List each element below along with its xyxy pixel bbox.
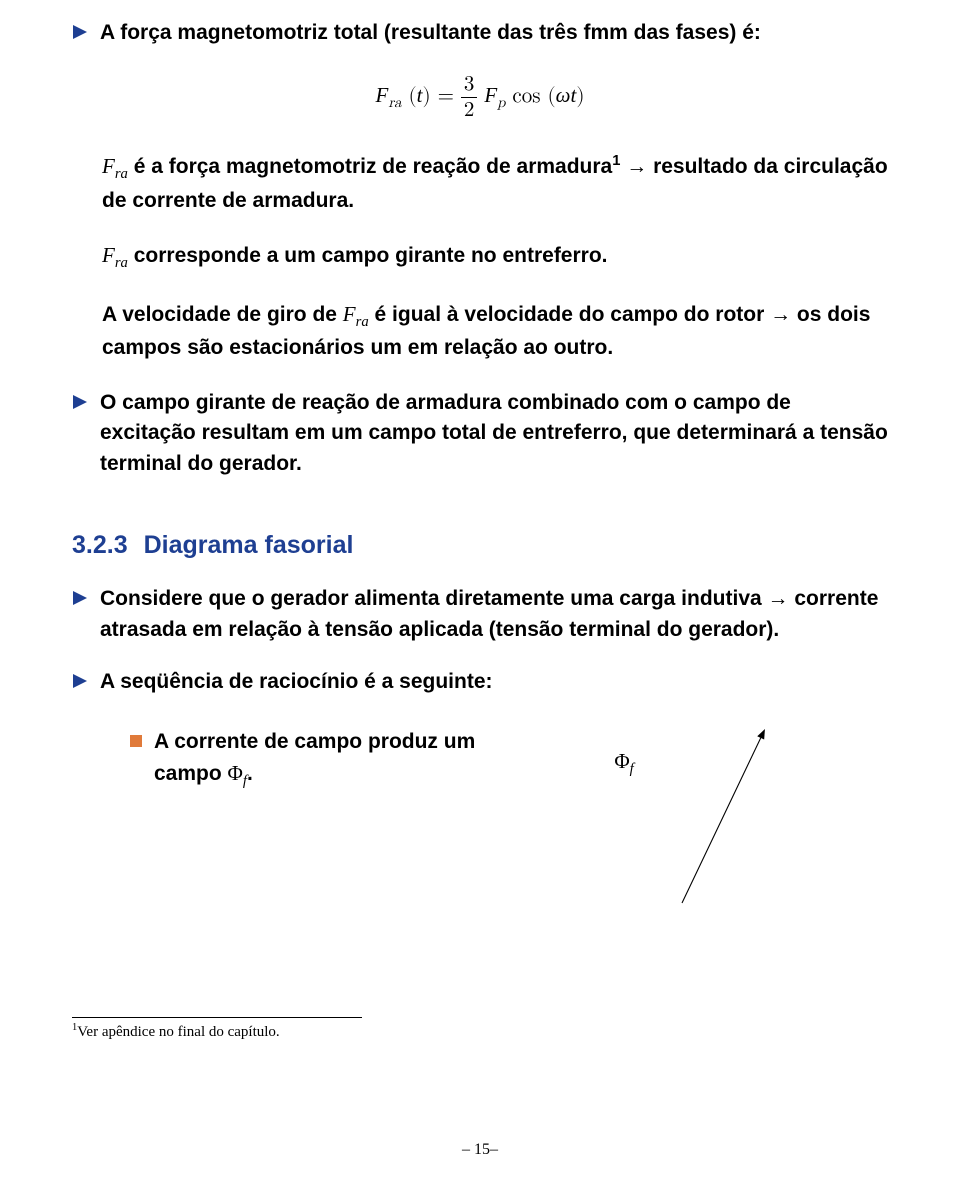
square-bullet-item: A corrente de campo produz um campo Φf.: [130, 727, 496, 792]
symbol-fra: Fra: [102, 154, 128, 178]
phasor-diagram: Φf: [496, 727, 888, 907]
bullet-text-2: O campo girante de reação de armadura co…: [100, 388, 888, 479]
bullet-text-1: A força magnetomotriz total (resultante …: [100, 18, 761, 48]
section-title: Diagrama fasorial: [144, 531, 354, 559]
triangle-bullet-icon: [72, 590, 88, 606]
bullet-text-3: Considere que o gerador alimenta diretam…: [100, 584, 888, 645]
two-column-row: A corrente de campo produz um campo Φf. …: [72, 727, 888, 907]
footnote: 1Ver apêndice no final do capítulo.: [72, 1022, 888, 1041]
indented-para-1: Fra é a força magnetomotriz de reação de…: [72, 151, 888, 216]
triangle-bullet-icon: [72, 394, 88, 410]
bullet-item-2: O campo girante de reação de armadura co…: [72, 388, 888, 479]
triangle-bullet-icon: [72, 24, 88, 40]
footnote-rule: [72, 1017, 362, 1018]
square-bullet-icon: [130, 735, 142, 747]
symbol-fra: Fra: [102, 243, 128, 267]
bullet-item-1: A força magnetomotriz total (resultante …: [72, 18, 888, 48]
symbol-fra: Fra: [343, 302, 369, 326]
square-bullet-text: A corrente de campo produz um campo Φf.: [154, 727, 496, 792]
section-heading: 3.2.3 Diagrama fasorial: [72, 531, 888, 560]
bullet-item-4: A seqüência de raciocínio é a seguinte:: [72, 667, 888, 697]
page-number: – 15–: [0, 1141, 960, 1159]
triangle-bullet-icon: [72, 673, 88, 689]
indented-para-2: Fra corresponde a um campo girante no en…: [72, 240, 888, 275]
section-number: 3.2.3: [72, 531, 128, 559]
equation-fra: Fra (t) = 32 Fp cos (ωt): [72, 72, 888, 123]
bullet-text-4: A seqüência de raciocínio é a seguinte:: [100, 667, 493, 697]
bullet-item-3: Considere que o gerador alimenta diretam…: [72, 584, 888, 645]
indented-para-3: A velocidade de giro de Fra é igual à ve…: [72, 299, 888, 364]
phasor-arrow-icon: [496, 727, 796, 917]
